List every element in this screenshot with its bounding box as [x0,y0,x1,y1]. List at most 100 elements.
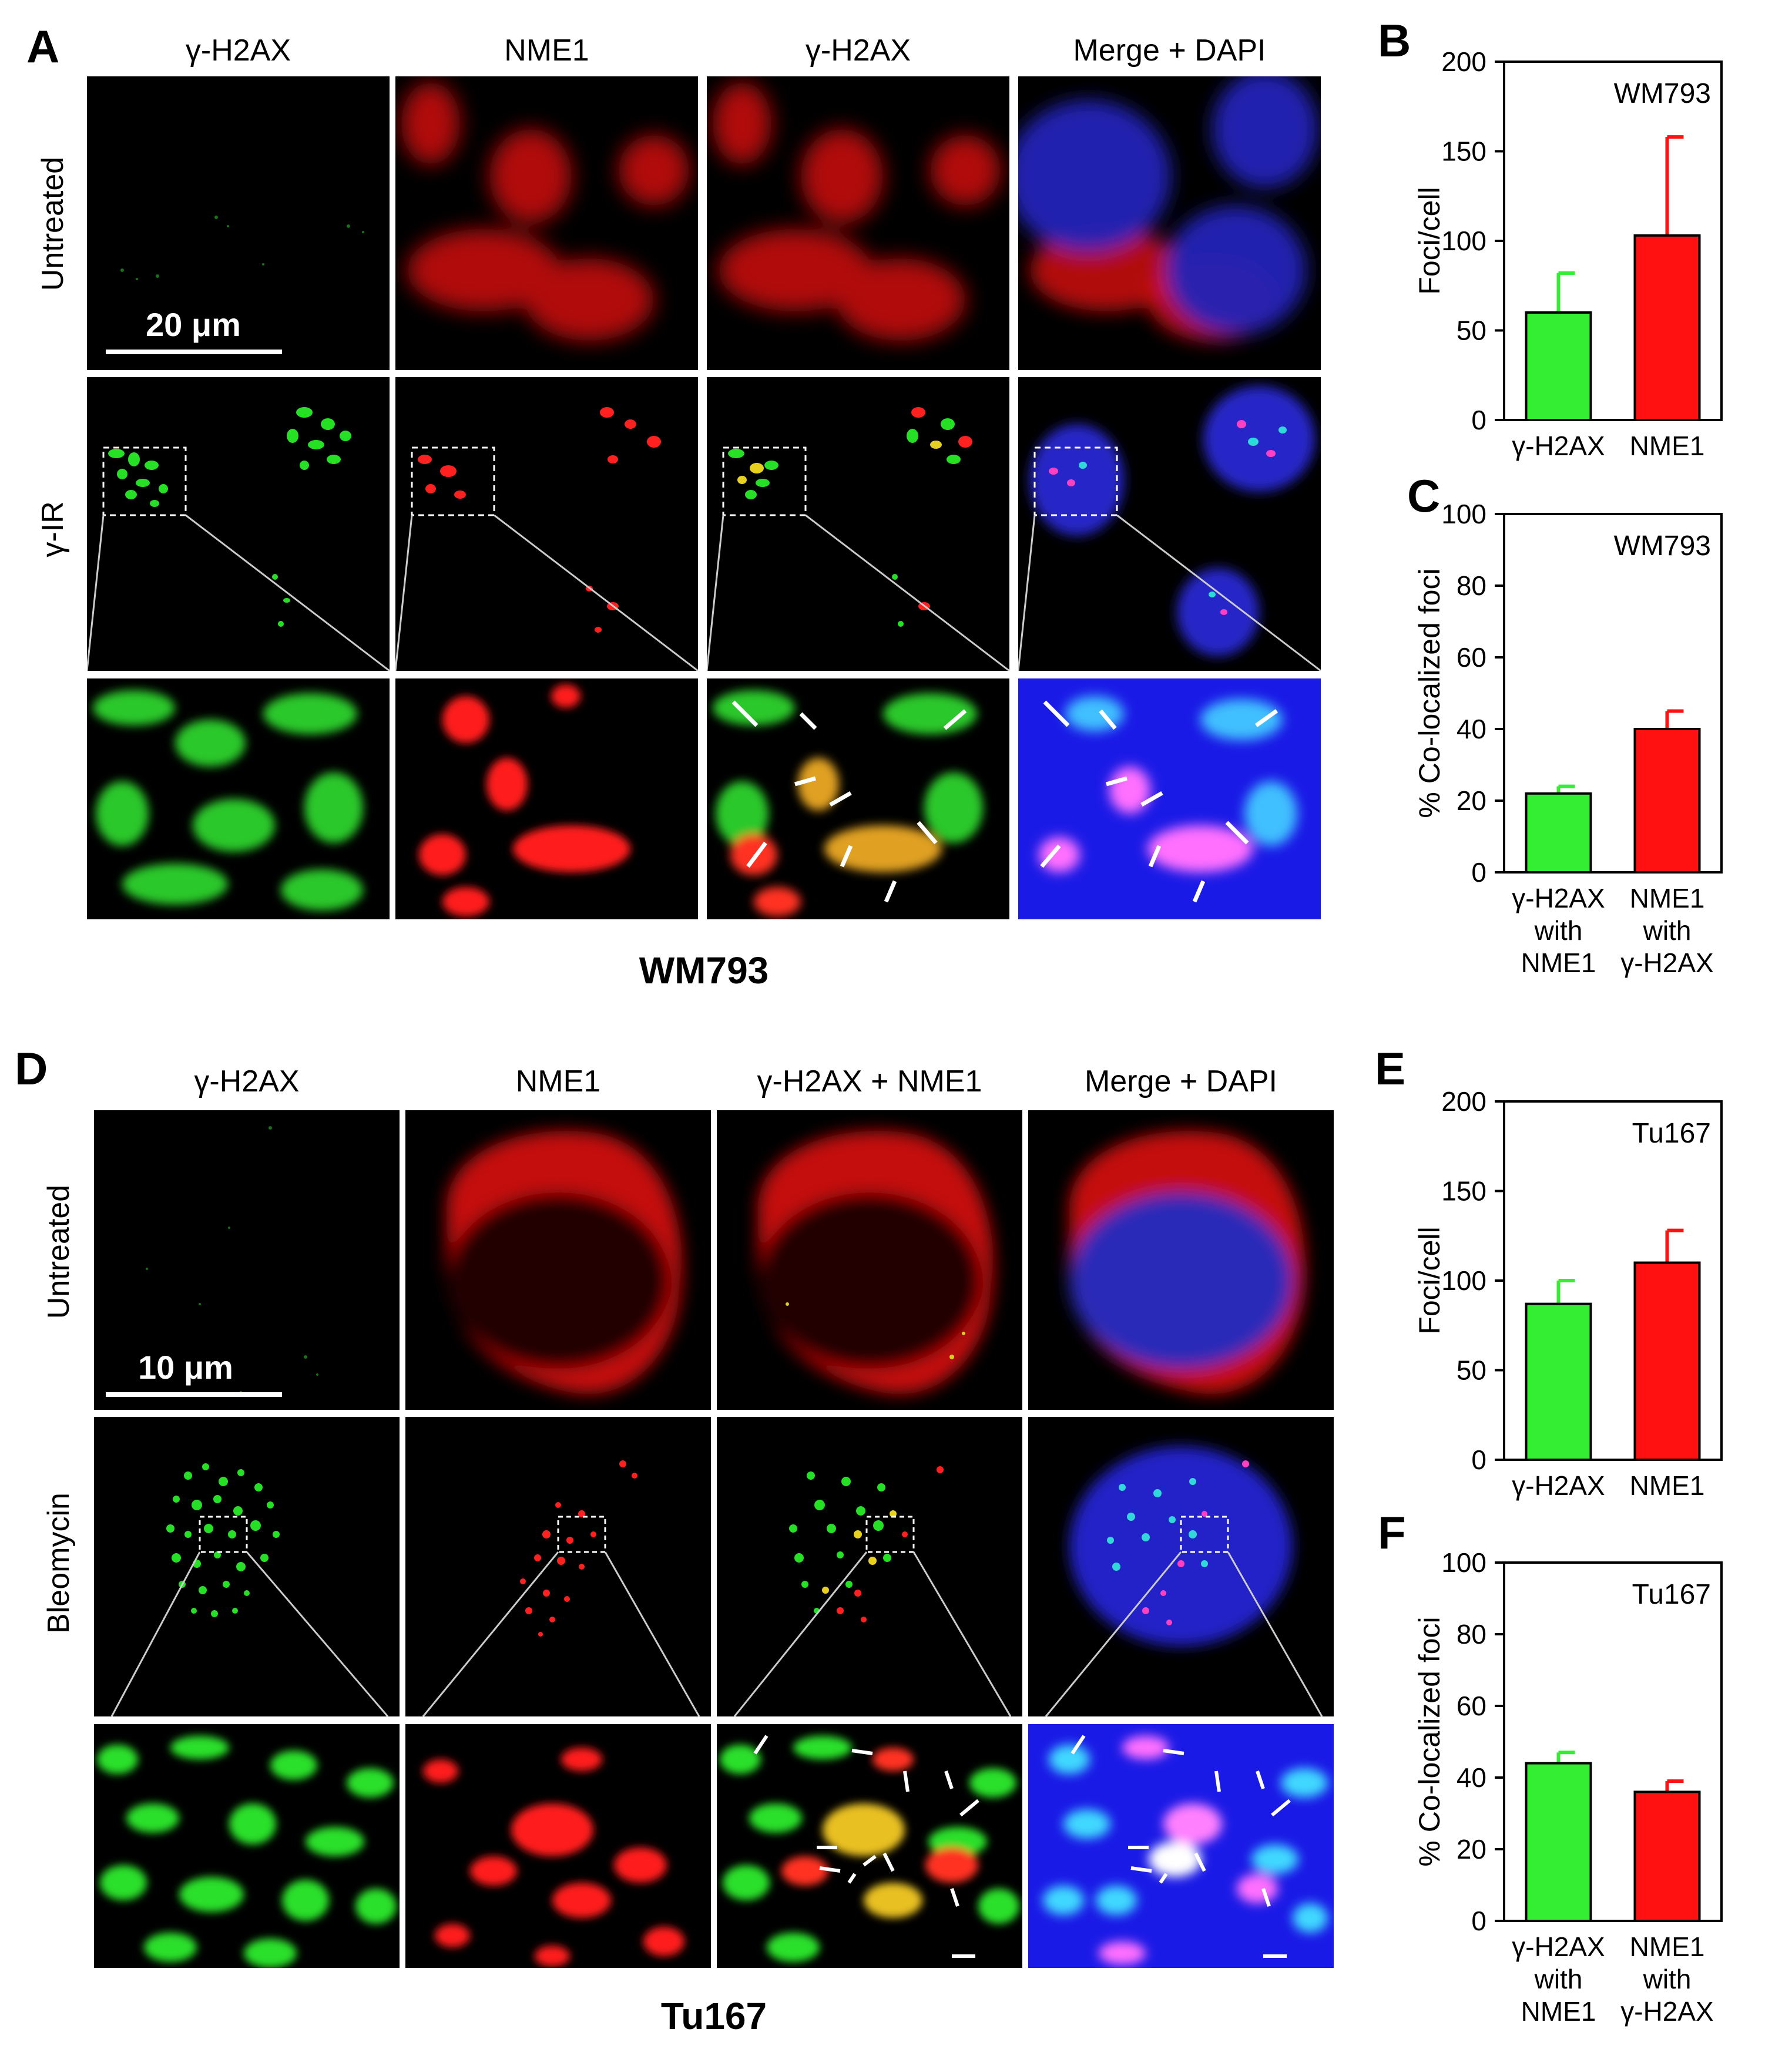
chart-f: 0 20 40 60 80 100 % Co-localized foci Tu167 γ-H2… [1413,1547,1723,2027]
chart-e-ytick-label-0: 0 [1471,1444,1486,1475]
chart-b-bar-0 [1525,311,1592,421]
chart-f-bar-0 [1525,1762,1592,1922]
chart-c-ytick-label-2: 40 [1457,714,1486,744]
panel-a-image-ir-overlay [707,377,1009,671]
panel-d-image-untreated-nme1 [405,1110,711,1410]
panel-a-image-ir-merge [1018,377,1321,671]
panel-letter-f: F [1378,1507,1406,1558]
chart-e-bar-1 [1633,1261,1701,1461]
chart-e-category-label-0-0: γ-H2AX [1512,1470,1605,1501]
chart-e-ytick-label-4: 200 [1441,1086,1486,1117]
chart-f-category-label-0-0: γ-H2AX [1512,1931,1605,1962]
chart-f-category-label-1-1: with [1643,1964,1692,1994]
chart-b-ytick-label-1: 50 [1457,315,1486,346]
panel-d-zoom-h2ax [94,1724,400,1968]
chart-c-ytick-label-1: 20 [1457,785,1486,816]
panel-d-row-2-label: Bleomycin [42,1493,76,1634]
chart-c-annotation: WM793 [1614,530,1711,562]
panel-d-zoom-overlay [717,1724,1022,1968]
chart-c-ytick-label-0: 0 [1471,857,1486,888]
panel-d-image-untreated-merge [1028,1110,1334,1410]
panel-d-col-4-title: Merge + DAPI [1084,1064,1278,1098]
panel-letter-e: E [1375,1043,1406,1094]
chart-b-ytick-label-4: 200 [1441,46,1486,77]
panel-a-zoom-merge [1018,678,1321,919]
chart-e-category-label-1-0: NME1 [1630,1470,1705,1501]
chart-c-category-label-1-1: with [1643,915,1692,946]
chart-e-ytick-label-3: 150 [1441,1176,1486,1207]
panel-d-image-bleomycin-h2ax [94,1417,400,1716]
panel-d-row-1-label: Untreated [42,1184,76,1319]
panel-a-caption: WM793 [639,949,769,992]
chart-b-category-label-0-0: γ-H2AX [1512,431,1605,461]
chart-e-ytick-label-2: 100 [1441,1265,1486,1296]
chart-b-ytick-label-3: 150 [1441,136,1486,167]
chart-f-ytick-label-2: 40 [1457,1762,1486,1793]
chart-b-ytick-label-2: 100 [1441,226,1486,256]
panel-a-image-ir-h2ax [87,377,390,671]
chart-b-category-label-1-0: NME1 [1630,431,1705,461]
chart-e: 0 50 100 150 200 Foci/cell Tu167 γ-H2AX NME1 [1413,1086,1723,1501]
panel-a-row-2-label: γ-IR [36,501,70,557]
panel-a-image-untreated-h2ax: 20 μm [87,76,390,370]
panel-d-col-1-title: γ-H2AX [194,1064,300,1098]
chart-e-ylabel: Foci/cell [1413,1227,1446,1334]
panel-letter-d: D [15,1043,48,1094]
chart-c-category-label-0-2: NME1 [1521,948,1596,978]
panel-d-zoom-nme1 [405,1724,711,1968]
chart-e-bar-0 [1525,1302,1592,1461]
chart-b-ylabel: Foci/cell [1413,187,1446,294]
panel-d-scale-bar-label: 10 μm [138,1349,233,1386]
chart-c-category-label-1-2: γ-H2AX [1620,948,1713,978]
panel-d-col-2-title: NME1 [515,1064,601,1098]
chart-c-bar-0 [1525,792,1592,874]
panel-a-zoom-overlay [707,678,1009,919]
panel-a-image-untreated-merge [1018,76,1321,370]
chart-c-category-label-0-1: with [1534,915,1583,946]
chart-b-annotation: WM793 [1614,78,1711,109]
panel-a-row-1-label: Untreated [36,156,70,291]
chart-f-category-label-0-1: with [1534,1964,1583,1994]
chart-c-ytick-label-4: 80 [1457,570,1486,601]
chart-b-bar-1 [1633,234,1701,421]
chart-f-ytick-label-3: 60 [1457,1691,1486,1721]
panel-a-zoom-h2ax [87,678,390,919]
chart-c-ytick-label-5: 100 [1441,499,1486,529]
chart-f-frame [1503,1561,1723,1922]
chart-f-bar-1 [1633,1790,1701,1922]
panel-a-image-ir-nme1 [395,377,698,671]
chart-c-category-label-0-0: γ-H2AX [1512,883,1605,913]
panel-d-image-bleomycin-overlay [717,1417,1022,1716]
panel-d-image-untreated-overlay [717,1110,1022,1410]
panel-d-zoom-merge [1028,1724,1334,1968]
panel-d-image-untreated-h2ax: 10 μm [94,1110,400,1410]
chart-f-annotation: Tu167 [1632,1579,1711,1610]
panel-d-image-bleomycin-nme1 [405,1417,711,1716]
chart-f-ytick-label-0: 0 [1471,1906,1486,1936]
chart-f-category-label-1-0: NME1 [1630,1931,1705,1962]
panel-a-image-untreated-nme1 [395,76,698,370]
chart-c: 0 20 40 60 80 100 % Co-localized foci WM793 γ-H2… [1413,499,1723,978]
panel-d-image-bleomycin-merge [1028,1417,1334,1716]
chart-f-ytick-label-5: 100 [1441,1547,1486,1578]
panel-d-scale-bar [106,1392,282,1397]
panel-letter-c: C [1407,470,1441,522]
chart-f-category-label-1-2: γ-H2AX [1620,1996,1713,2027]
panel-d-col-3-title: γ-H2AX + NME1 [757,1064,982,1098]
panel-a-zoom-nme1 [395,678,698,919]
chart-b: 0 50 100 150 200 Foci/cell WM793 γ-H2AX NME1 [1413,46,1723,461]
panel-a-col-4-title: Merge + DAPI [1073,33,1266,68]
chart-c-category-label-1-0: NME1 [1630,883,1705,913]
chart-e-ytick-label-1: 50 [1457,1355,1486,1386]
panel-d-caption: Tu167 [660,1995,767,2037]
panel-a-scale-bar-label: 20 μm [146,306,241,343]
panel-a-col-3-title: γ-H2AX [805,33,911,68]
panel-a-col-1-title: γ-H2AX [185,33,291,68]
chart-c-ytick-label-3: 60 [1457,642,1486,673]
chart-f-category-label-0-2: NME1 [1521,1996,1596,2027]
chart-f-ytick-label-4: 80 [1457,1619,1486,1649]
chart-e-annotation: Tu167 [1632,1118,1711,1149]
panel-a-scale-bar [106,350,282,354]
panel-a-image-untreated-overlay [707,76,1009,370]
panel-letter-b: B [1378,15,1411,66]
